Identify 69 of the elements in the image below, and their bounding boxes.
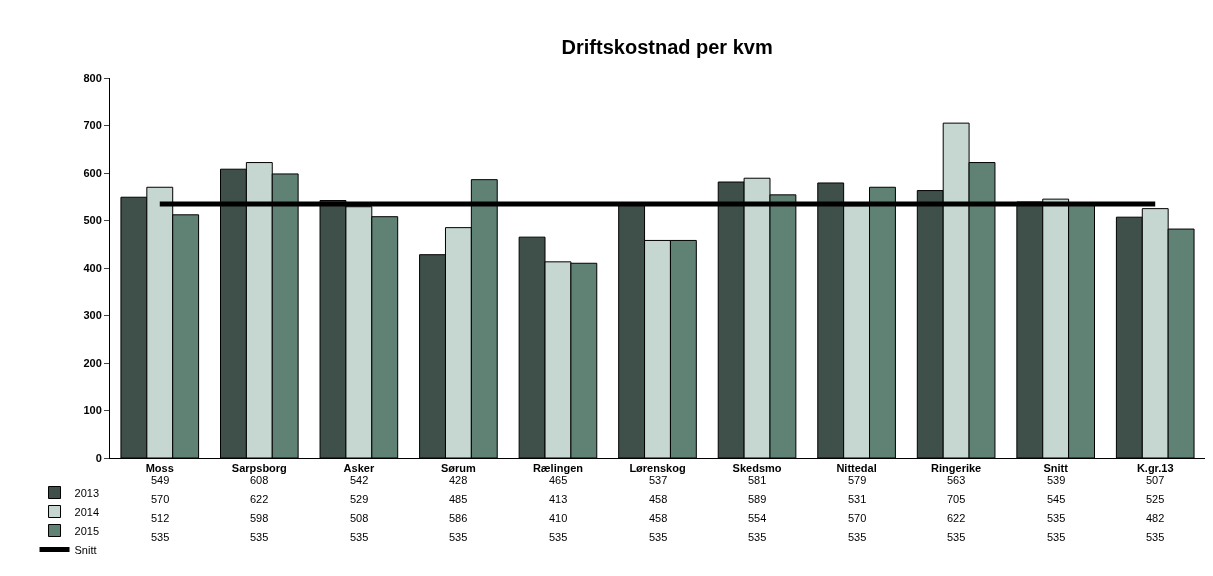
data-label: 535 — [350, 531, 369, 543]
x-tick-label: Lørenskog — [629, 462, 686, 475]
data-label: 465 — [549, 474, 568, 486]
x-tick-label: Sørum — [440, 462, 477, 475]
y-tick-label: 300 — [83, 309, 102, 322]
y-tick-label: 500 — [83, 214, 102, 227]
y-tick-label: 700 — [83, 119, 102, 132]
data-label: 535 — [1047, 512, 1066, 524]
data-label: 535 — [549, 531, 568, 543]
data-label: 570 — [848, 512, 867, 524]
y-tick-label: 100 — [83, 404, 102, 417]
x-tick-label: Moss — [145, 462, 174, 475]
data-label: 482 — [1146, 512, 1165, 524]
data-label: 549 — [151, 474, 170, 486]
legend-label: 2013 — [74, 486, 100, 499]
data-label: 507 — [1146, 474, 1165, 486]
data-label: 545 — [1047, 493, 1066, 505]
data-label: 586 — [449, 512, 468, 524]
data-label: 570 — [151, 493, 170, 505]
x-tick-label: Asker — [343, 462, 375, 475]
x-tick-label: Skedsmo — [732, 462, 782, 475]
data-label: 458 — [649, 493, 668, 505]
data-label: 589 — [748, 493, 767, 505]
y-tick-label: 600 — [83, 166, 102, 179]
data-label: 542 — [350, 474, 369, 486]
data-label: 539 — [1047, 474, 1066, 486]
legend-label: 2014 — [74, 505, 100, 518]
data-label: 554 — [748, 512, 767, 524]
legend-label: 2015 — [74, 524, 100, 537]
data-label: 581 — [748, 474, 767, 486]
y-tick-label: 0 — [95, 451, 102, 464]
data-label: 485 — [449, 493, 468, 505]
data-label: 563 — [947, 474, 966, 486]
data-label: 410 — [549, 512, 568, 524]
data-label: 537 — [649, 474, 668, 486]
data-label: 535 — [1047, 531, 1066, 543]
data-label: 535 — [947, 531, 966, 543]
data-label: 428 — [449, 474, 468, 486]
data-label: 531 — [848, 493, 867, 505]
x-tick-label: Ringerike — [931, 462, 982, 475]
data-label: 535 — [1146, 531, 1165, 543]
data-label: 535 — [250, 531, 269, 543]
chart-title: Driftskostnad per kvm — [561, 36, 773, 59]
legend-label: Snitt — [74, 543, 97, 556]
data-label: 535 — [748, 531, 767, 543]
data-label: 535 — [449, 531, 468, 543]
data-label: 622 — [947, 512, 966, 524]
data-label: 535 — [848, 531, 867, 543]
data-label: 508 — [350, 512, 369, 524]
data-label: 608 — [250, 474, 269, 486]
data-label: 705 — [947, 493, 966, 505]
y-tick-label: 200 — [83, 356, 102, 369]
y-tick-label: 800 — [83, 71, 102, 84]
x-tick-label: Sarpsborg — [231, 462, 287, 475]
x-tick-label: Nittedal — [836, 462, 877, 475]
data-label: 458 — [649, 512, 668, 524]
y-tick-label: 400 — [83, 261, 102, 274]
data-label: 622 — [250, 493, 269, 505]
x-tick-label: K.gr.13 — [1136, 462, 1174, 475]
x-tick-label: Rælingen — [532, 462, 584, 475]
data-label: 579 — [848, 474, 867, 486]
x-tick-label: Snitt — [1043, 462, 1069, 475]
data-label: 413 — [549, 493, 568, 505]
data-label: 535 — [151, 531, 170, 543]
data-label: 598 — [250, 512, 269, 524]
data-label: 535 — [649, 531, 668, 543]
data-label: 512 — [151, 512, 170, 524]
data-label: 525 — [1146, 493, 1165, 505]
data-label: 529 — [350, 493, 369, 505]
